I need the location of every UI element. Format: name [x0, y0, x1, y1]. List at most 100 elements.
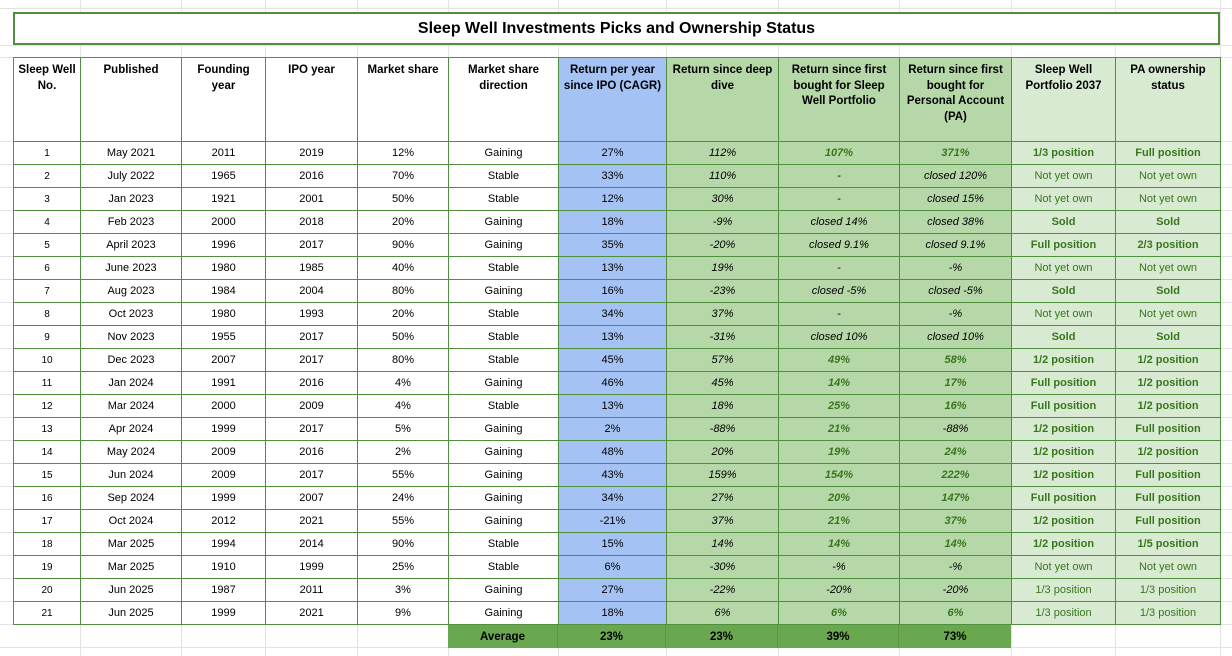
- cell-portfolio_2037[interactable]: 1/2 position: [1011, 509, 1116, 533]
- cell-share[interactable]: 3%: [357, 578, 449, 602]
- cell-direction[interactable]: Stable: [448, 256, 559, 280]
- cell-no[interactable]: 16: [13, 486, 81, 510]
- cell-deep_dive[interactable]: -31%: [666, 325, 779, 349]
- cell-pa_status[interactable]: 1/2 position: [1115, 371, 1221, 395]
- cell-ipo[interactable]: 2017: [265, 463, 358, 487]
- cell-deep_dive[interactable]: -20%: [666, 233, 779, 257]
- cell-founding[interactable]: 1991: [181, 371, 266, 395]
- cell-pa_status[interactable]: Sold: [1115, 279, 1221, 303]
- cell-cagr[interactable]: 13%: [558, 256, 667, 280]
- cell-pa_status[interactable]: Full position: [1115, 463, 1221, 487]
- cell-no[interactable]: 9: [13, 325, 81, 349]
- cell-founding[interactable]: 2000: [181, 394, 266, 418]
- column-header-2[interactable]: Founding year: [181, 57, 266, 142]
- column-header-7[interactable]: Return since deep dive: [666, 57, 779, 142]
- cell-portfolio_2037[interactable]: Full position: [1011, 371, 1116, 395]
- cell-no[interactable]: 7: [13, 279, 81, 303]
- cell-swp_return[interactable]: 20%: [778, 486, 900, 510]
- cell-swp_return[interactable]: closed 9.1%: [778, 233, 900, 257]
- cell-founding[interactable]: 1921: [181, 187, 266, 211]
- cell-direction[interactable]: Stable: [448, 555, 559, 579]
- cell-direction[interactable]: Stable: [448, 164, 559, 188]
- cell-direction[interactable]: Gaining: [448, 279, 559, 303]
- cell-share[interactable]: 20%: [357, 210, 449, 234]
- cell-portfolio_2037[interactable]: 1/2 position: [1011, 348, 1116, 372]
- cell-portfolio_2037[interactable]: 1/2 position: [1011, 532, 1116, 556]
- cell-swp_return[interactable]: -: [778, 164, 900, 188]
- cell-swp_return[interactable]: 21%: [778, 509, 900, 533]
- cell-cagr[interactable]: 34%: [558, 302, 667, 326]
- cell-pa_return[interactable]: 24%: [899, 440, 1012, 464]
- cell-pa_return[interactable]: 17%: [899, 371, 1012, 395]
- cell-swp_return[interactable]: 21%: [778, 417, 900, 441]
- cell-pa_status[interactable]: 1/2 position: [1115, 348, 1221, 372]
- cell-portfolio_2037[interactable]: 1/3 position: [1011, 141, 1116, 165]
- column-header-8[interactable]: Return since first bought for Sleep Well…: [778, 57, 900, 142]
- cell-pa_return[interactable]: closed 120%: [899, 164, 1012, 188]
- cell-share[interactable]: 80%: [357, 279, 449, 303]
- cell-share[interactable]: 5%: [357, 417, 449, 441]
- cell-founding[interactable]: 2000: [181, 210, 266, 234]
- cell-pa_return[interactable]: closed 10%: [899, 325, 1012, 349]
- cell-pa_return[interactable]: 37%: [899, 509, 1012, 533]
- cell-direction[interactable]: Gaining: [448, 210, 559, 234]
- cell-portfolio_2037[interactable]: 1/3 position: [1011, 578, 1116, 602]
- cell-pa_status[interactable]: Not yet own: [1115, 256, 1221, 280]
- average-label[interactable]: Average: [448, 625, 558, 648]
- cell-no[interactable]: 15: [13, 463, 81, 487]
- cell-share[interactable]: 50%: [357, 325, 449, 349]
- cell-portfolio_2037[interactable]: Not yet own: [1011, 164, 1116, 188]
- column-header-3[interactable]: IPO year: [265, 57, 358, 142]
- cell-published[interactable]: Jan 2024: [80, 371, 182, 395]
- cell-ipo[interactable]: 2016: [265, 440, 358, 464]
- cell-deep_dive[interactable]: 159%: [666, 463, 779, 487]
- cell-deep_dive[interactable]: 37%: [666, 302, 779, 326]
- cell-published[interactable]: Feb 2023: [80, 210, 182, 234]
- cell-deep_dive[interactable]: 30%: [666, 187, 779, 211]
- cell-direction[interactable]: Gaining: [448, 509, 559, 533]
- cell-founding[interactable]: 1999: [181, 417, 266, 441]
- cell-deep_dive[interactable]: -9%: [666, 210, 779, 234]
- cell-pa_return[interactable]: closed 9.1%: [899, 233, 1012, 257]
- cell-ipo[interactable]: 2011: [265, 578, 358, 602]
- cell-ipo[interactable]: 2021: [265, 509, 358, 533]
- cell-deep_dive[interactable]: -23%: [666, 279, 779, 303]
- cell-pa_status[interactable]: Not yet own: [1115, 555, 1221, 579]
- cell-deep_dive[interactable]: -88%: [666, 417, 779, 441]
- cell-cagr[interactable]: 35%: [558, 233, 667, 257]
- cell-founding[interactable]: 1999: [181, 486, 266, 510]
- cell-cagr[interactable]: 18%: [558, 210, 667, 234]
- cell-cagr[interactable]: 27%: [558, 141, 667, 165]
- cell-direction[interactable]: Gaining: [448, 233, 559, 257]
- cell-pa_return[interactable]: 6%: [899, 601, 1012, 625]
- column-header-6[interactable]: Return per year since IPO (CAGR): [558, 57, 667, 142]
- cell-pa_status[interactable]: Full position: [1115, 141, 1221, 165]
- cell-deep_dive[interactable]: 6%: [666, 601, 779, 625]
- cell-published[interactable]: Nov 2023: [80, 325, 182, 349]
- cell-portfolio_2037[interactable]: Not yet own: [1011, 302, 1116, 326]
- cell-deep_dive[interactable]: 57%: [666, 348, 779, 372]
- cell-ipo[interactable]: 2017: [265, 417, 358, 441]
- cell-swp_return[interactable]: 6%: [778, 601, 900, 625]
- cell-direction[interactable]: Stable: [448, 348, 559, 372]
- cell-pa_return[interactable]: -20%: [899, 578, 1012, 602]
- cell-cagr[interactable]: 12%: [558, 187, 667, 211]
- cell-portfolio_2037[interactable]: Full position: [1011, 394, 1116, 418]
- cell-no[interactable]: 2: [13, 164, 81, 188]
- cell-published[interactable]: Jun 2025: [80, 578, 182, 602]
- cell-deep_dive[interactable]: 110%: [666, 164, 779, 188]
- cell-ipo[interactable]: 2007: [265, 486, 358, 510]
- cell-portfolio_2037[interactable]: Sold: [1011, 279, 1116, 303]
- cell-pa_return[interactable]: -%: [899, 256, 1012, 280]
- cell-pa_return[interactable]: -88%: [899, 417, 1012, 441]
- cell-founding[interactable]: 1965: [181, 164, 266, 188]
- cell-published[interactable]: Dec 2023: [80, 348, 182, 372]
- column-header-5[interactable]: Market share direction: [448, 57, 559, 142]
- cell-ipo[interactable]: 2017: [265, 233, 358, 257]
- cell-published[interactable]: Sep 2024: [80, 486, 182, 510]
- cell-no[interactable]: 20: [13, 578, 81, 602]
- cell-pa_status[interactable]: 1/3 position: [1115, 578, 1221, 602]
- cell-direction[interactable]: Gaining: [448, 440, 559, 464]
- cell-no[interactable]: 17: [13, 509, 81, 533]
- cell-portfolio_2037[interactable]: Not yet own: [1011, 555, 1116, 579]
